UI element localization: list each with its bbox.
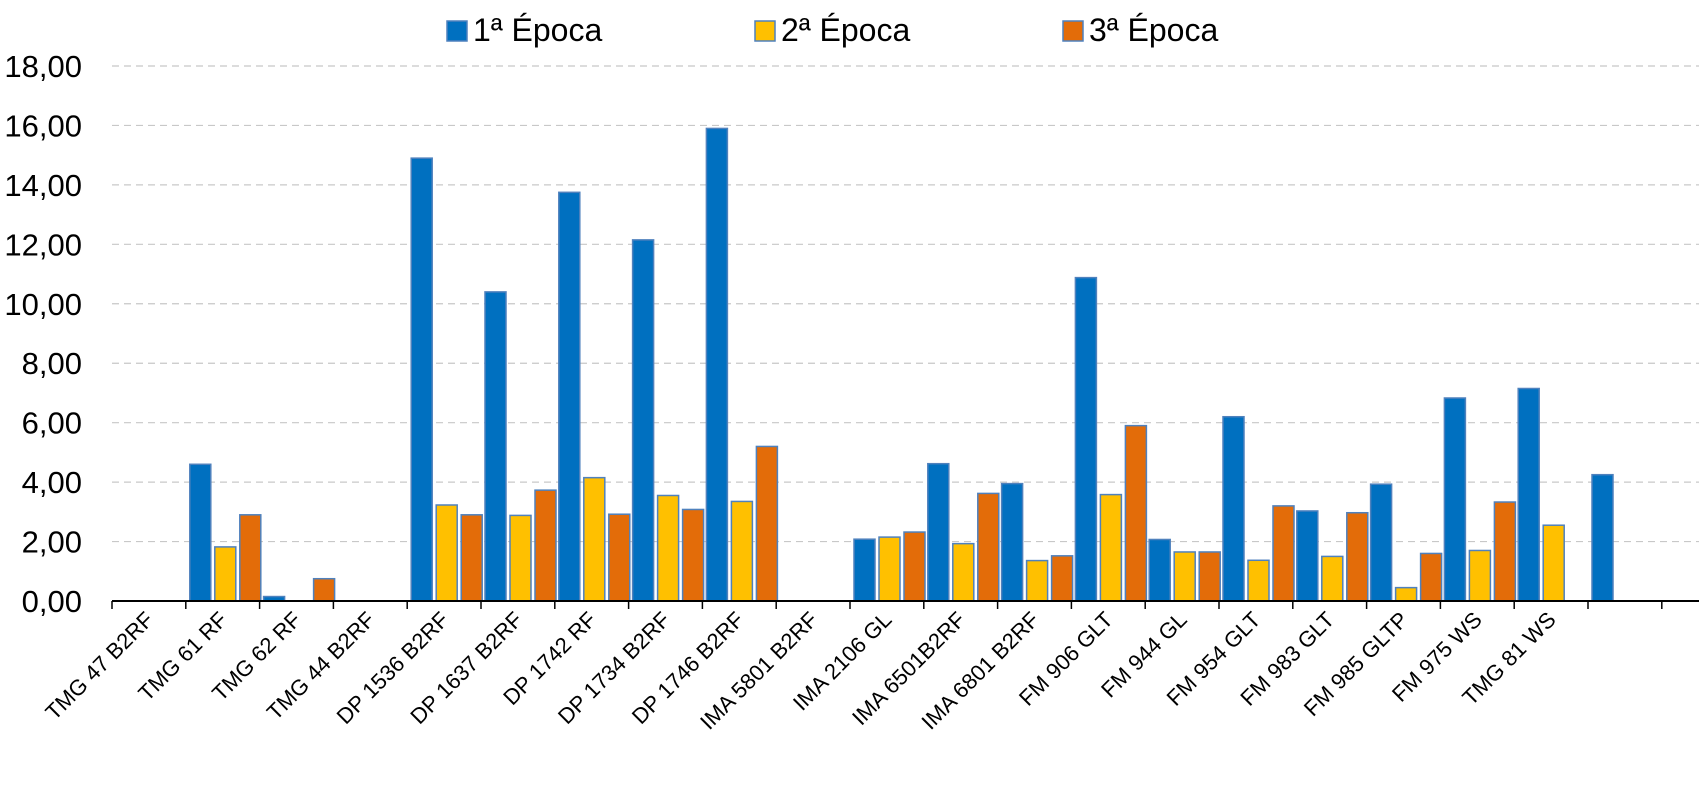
bar-3	[1124, 424, 1148, 602]
bar-2	[1099, 493, 1123, 602]
bars	[189, 127, 1614, 602]
y-tick-label: 10,00	[4, 287, 82, 322]
bar-2	[1394, 586, 1418, 602]
y-tick-label: 12,00	[4, 227, 82, 262]
bar-3	[239, 514, 262, 602]
bar-3	[903, 531, 926, 602]
legend-label: 1ª Época	[473, 12, 602, 48]
bar-3	[1346, 511, 1369, 602]
bar-2	[509, 514, 532, 602]
bar-3	[681, 508, 705, 602]
bar-3	[1198, 551, 1221, 602]
bar-1	[705, 127, 729, 602]
bar-3	[755, 445, 779, 602]
bar-2	[214, 546, 237, 602]
bar-3	[608, 513, 631, 602]
bar-2	[878, 536, 901, 602]
legend-swatch	[754, 20, 776, 42]
gridlines	[112, 65, 1699, 543]
bar-1	[1148, 538, 1171, 602]
bar-1	[484, 291, 507, 602]
y-tick-label: 6,00	[22, 406, 82, 441]
bar-3	[1050, 555, 1074, 602]
y-tick-label: 14,00	[4, 168, 82, 203]
bar-1	[558, 191, 581, 602]
legend-label: 2ª Época	[781, 12, 910, 48]
bar-1	[1296, 510, 1319, 602]
bar-3	[460, 514, 483, 602]
bar-1	[1591, 473, 1614, 602]
bar-1	[927, 462, 950, 602]
bar-3	[312, 577, 336, 602]
legend: 1ª Época 2ª Época 3ª Época	[446, 12, 1218, 48]
bar-1	[1074, 276, 1098, 602]
bar-2	[583, 476, 606, 602]
y-tick-label: 16,00	[4, 108, 82, 143]
bar-2	[1468, 549, 1492, 602]
y-tick-label: 18,00	[4, 49, 82, 84]
bar-2	[952, 542, 975, 602]
bar-2	[1025, 559, 1049, 602]
bar-2	[730, 500, 754, 602]
bar-1	[410, 157, 433, 602]
legend-swatch	[446, 20, 468, 42]
bar-3	[977, 492, 1000, 602]
bar-2	[435, 504, 458, 602]
y-tick-label: 4,00	[22, 465, 82, 500]
y-tick-label: 2,00	[22, 525, 82, 560]
bar-1	[1222, 415, 1245, 602]
bar-1	[1369, 483, 1393, 602]
bar-2	[1173, 551, 1196, 602]
bar-2	[656, 494, 680, 602]
bar-1	[631, 239, 655, 602]
legend-label: 3ª Época	[1089, 12, 1218, 48]
bar-1	[1517, 387, 1540, 602]
bar-1	[1000, 482, 1024, 602]
bar-3	[1493, 501, 1517, 602]
bar-2	[1247, 559, 1270, 602]
y-tick-label: 8,00	[22, 346, 82, 381]
x-tick-label: TMG 47 B2RF	[40, 607, 158, 725]
legend-swatch	[1062, 20, 1084, 42]
axes	[111, 600, 1699, 609]
bar-2	[1542, 524, 1565, 602]
bar-3	[1419, 552, 1443, 602]
bar-3	[534, 489, 557, 602]
bar-1	[853, 538, 876, 602]
bar-1	[189, 463, 212, 602]
bar-3	[1272, 505, 1295, 602]
y-tick-labels: 0,00 2,00 4,00 6,00 8,00 10,00 12,00 14,00 16,00…	[4, 49, 82, 619]
bar-2	[1321, 555, 1344, 602]
bar-1	[1443, 397, 1467, 602]
y-tick-label: 0,00	[22, 584, 82, 619]
